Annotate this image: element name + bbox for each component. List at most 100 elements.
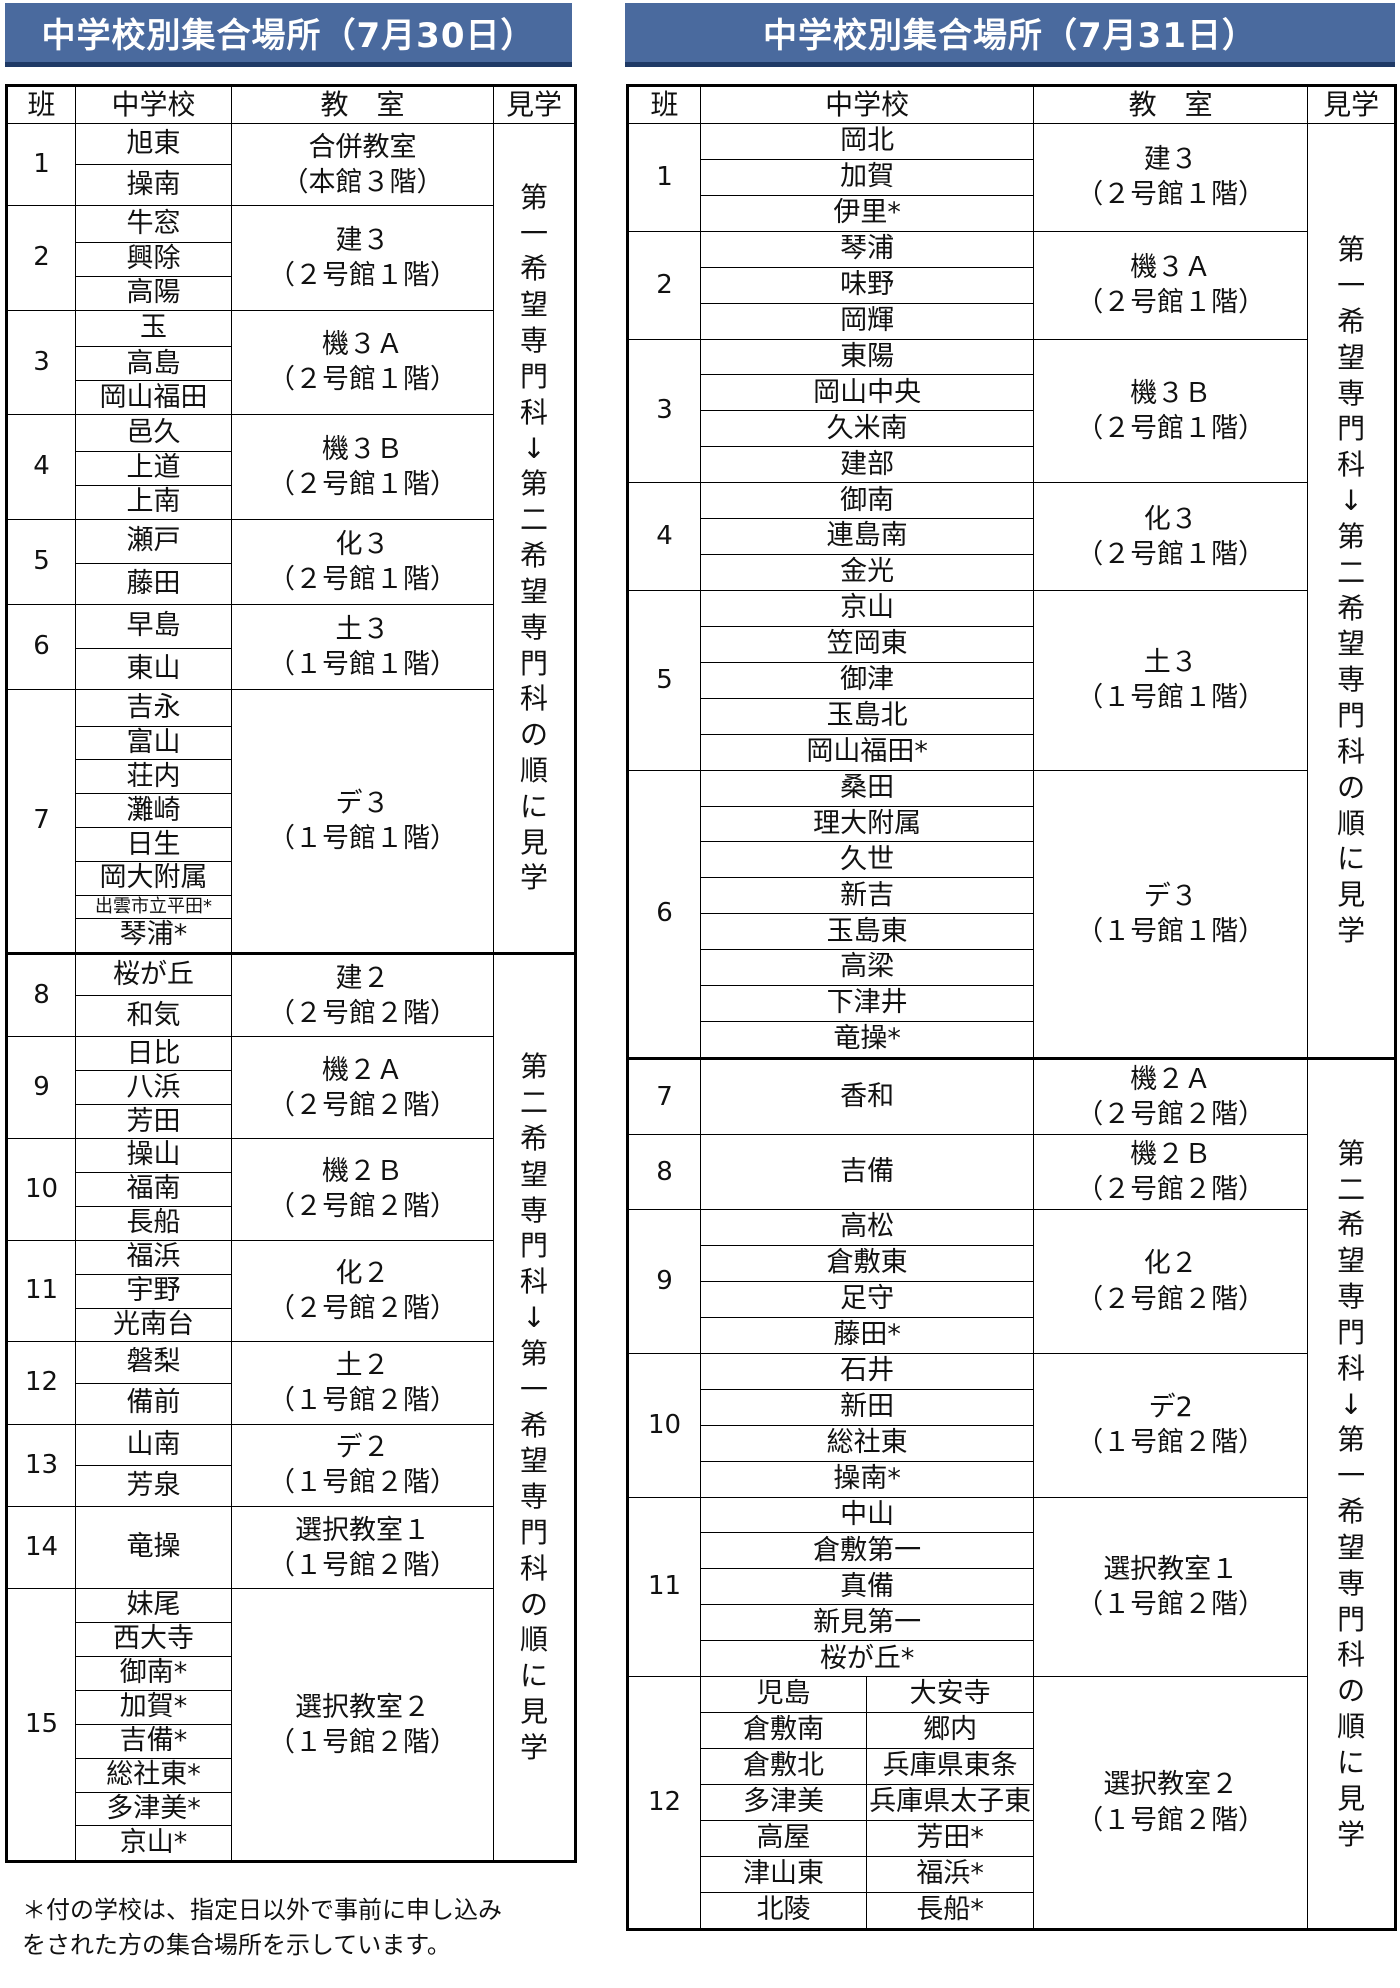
school-name: 伊里* — [699, 194, 1035, 232]
school-name: 児島 — [699, 1676, 868, 1714]
table-row: 12 児島 大安寺 選択教室２ （１号館２階） — [627, 1676, 1396, 1930]
table-row: 1 旭東 合併教室 （本館３階）第 一 希 望 専 門 科 ↓ 第 二 希 望 専 門… — [6, 122, 576, 955]
table-row: 津山東 福浜* — [628, 1855, 1396, 1893]
classroom-name: 化３ — [335, 528, 390, 560]
classroom-floor: （１号館１階） — [268, 648, 457, 680]
han-number: 13 — [6, 1423, 76, 1507]
tour-order-text: 第 二 希 望 専 門 科 ↓ 第 一 希 望 専 門 科 の 順 に 見 学 — [519, 1050, 548, 1764]
school-name: 上南 — [75, 484, 232, 520]
table-row: 加賀* — [7, 1689, 576, 1725]
classroom-name: 選択教室１ — [295, 1514, 430, 1546]
table-row: 味野 — [628, 266, 1396, 304]
school-name: 牛窓 — [75, 205, 232, 243]
han-number: 3 — [6, 309, 76, 416]
classroom-name: デ３ — [335, 787, 390, 819]
classroom-floor: （２号館１階） — [1076, 412, 1266, 444]
table-row: 1 岡北 建３ （２号館１階）第 一 希 望 専 門 科 ↓ 第 二 希 望 専 門 … — [627, 122, 1396, 1060]
footnote-line-2: をされた方の集合場所を示しています。 — [22, 1930, 451, 1959]
table-row: 8 桜が丘 建２ （２号館２階）第 二 希 望 専 門 科 ↓ 第 一 希 望 専 門… — [6, 952, 576, 1862]
classroom-header: 教 室 — [1033, 85, 1309, 124]
table-row: 14 竜操 選択教室１ （１号館２階） — [6, 1505, 576, 1590]
school-name: 早島 — [75, 603, 232, 649]
han-number: 7 — [627, 1057, 701, 1136]
table-row: 操南* — [628, 1460, 1396, 1498]
school-name: 八浜 — [75, 1070, 232, 1106]
school-name: 香和 — [699, 1057, 1035, 1136]
school-name: 連島南 — [699, 518, 1035, 556]
school-name: 福浜 — [75, 1239, 232, 1275]
school-name: 芳泉 — [75, 1464, 232, 1507]
school-name: 津山東 — [699, 1855, 868, 1893]
classroom-floor: （１号館２階） — [1076, 1427, 1266, 1459]
table-row: 6 桑田 デ３ （１号館１階） — [627, 769, 1396, 1060]
table-row: 西大寺 — [7, 1622, 576, 1657]
table-row: 12 磐梨 土２ （１号館２階） — [6, 1341, 576, 1425]
table-row: 出雲市立平田* — [7, 895, 576, 919]
school-name: 操山 — [75, 1138, 232, 1174]
tour-header: 見学 — [1307, 85, 1396, 124]
classroom-name: 機３Ｂ — [1130, 377, 1212, 409]
table-row: 4 御南 化３ （２号館１階） — [627, 482, 1396, 591]
han-number: 14 — [6, 1505, 76, 1590]
han-number: 2 — [627, 230, 701, 340]
school-name: 倉敷南 — [699, 1712, 868, 1750]
school-name: 日生 — [75, 827, 232, 863]
han-number: 3 — [627, 338, 701, 484]
school-name: 加賀* — [75, 1689, 232, 1725]
classroom-name: 化２ — [1143, 1248, 1198, 1280]
classroom-cell: 選択教室２ （１号館２階） — [231, 1588, 494, 1862]
classroom-cell: 合併教室 （本館３階） — [231, 122, 494, 207]
classroom-name: 化２ — [335, 1258, 390, 1290]
table-row: 笠岡東 — [628, 625, 1396, 663]
classroom-name: 機３Ａ — [1130, 252, 1212, 284]
classroom-floor: （２号館２階） — [268, 1089, 457, 1121]
school-name: 石井 — [699, 1352, 1035, 1390]
classroom-floor: （２号館１階） — [268, 563, 457, 595]
classroom-floor: （１号館２階） — [1076, 1588, 1266, 1620]
classroom-floor: （本館３階） — [281, 166, 444, 198]
classroom-cell: 建３ （２号館１階） — [231, 205, 494, 311]
school-name: 玉 — [75, 309, 232, 348]
table-row: 伊里* — [628, 194, 1396, 232]
footnote-line-1: ＊付の学校は、指定日以外で事前に申し込み — [22, 1896, 502, 1924]
school-name: 瀬戸 — [75, 518, 232, 564]
classroom-cell: デ３ （１号館１階） — [1033, 769, 1309, 1060]
table-row: 13 山南 デ２ （１号館２階） — [6, 1423, 576, 1507]
table-row: 岡山福田 — [7, 380, 576, 416]
school-name: 総社東* — [75, 1757, 232, 1793]
classroom-cell: 機２Ａ （２号館２階） — [231, 1036, 494, 1140]
school-header: 中学校 — [75, 85, 232, 124]
school-name: 西大寺 — [75, 1622, 232, 1657]
school-name: 東山 — [75, 647, 232, 690]
classroom-floor: （１号館１階） — [268, 822, 457, 854]
han-number: 10 — [6, 1138, 76, 1241]
table-row: 倉敷北 兵庫県東条 — [628, 1748, 1396, 1785]
table-row: 総社東* — [7, 1757, 576, 1793]
han-number: 8 — [627, 1134, 701, 1211]
table-row: 和気 — [7, 995, 576, 1038]
table-row: 3 東陽 機３Ｂ （２号館１階） — [627, 338, 1396, 484]
table-row: 10 操山 機２Ｂ （２号館２階） — [6, 1138, 576, 1241]
school-name: 笠岡東 — [699, 625, 1035, 663]
table-row: 久米南 — [628, 410, 1396, 448]
classroom-cell: 化２ （２号館２階） — [231, 1239, 494, 1343]
school-name: 高梁 — [699, 949, 1035, 987]
classroom-floor: （２号館２階） — [1076, 1283, 1266, 1315]
classroom-floor: （１号館２階） — [268, 1549, 457, 1581]
table-row: 新見第一 — [628, 1604, 1396, 1642]
table-row: 岡大附属 — [7, 861, 576, 897]
school-name: 兵庫県太子東 — [866, 1783, 1035, 1821]
table-row: 灘崎 — [7, 793, 576, 829]
han-number: 11 — [6, 1239, 76, 1343]
tour-order-text: 第 一 希 望 専 門 科 ↓ 第 二 希 望 専 門 科 の 順 に 見 学 — [519, 180, 548, 895]
han-number: 8 — [6, 952, 76, 1038]
classroom-name: 合併教室 — [308, 131, 417, 163]
classroom-name: 選択教室１ — [1103, 1553, 1239, 1585]
classroom-name: 機３Ａ — [322, 329, 403, 361]
school-name: 理大附属 — [699, 805, 1035, 843]
classroom-floor: （２号館２階） — [1076, 1174, 1266, 1206]
classroom-cell: 建３ （２号館１階） — [1033, 123, 1309, 232]
classroom-cell: デ2 （１号館２階） — [1033, 1352, 1309, 1498]
school-name: 邑久 — [75, 414, 232, 452]
school-name: 金光 — [699, 554, 1035, 591]
